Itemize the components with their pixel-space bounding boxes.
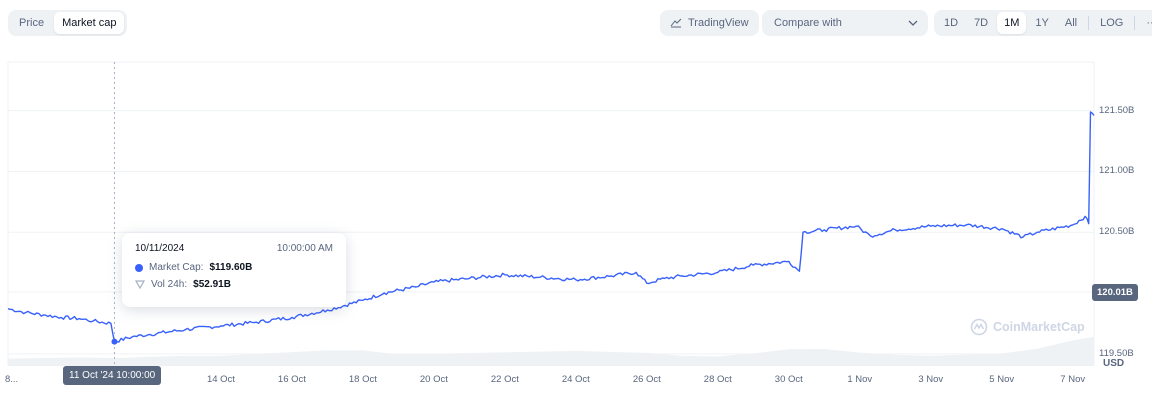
- tooltip-date: 10/11/2024: [135, 243, 185, 254]
- watermark-text: CoinMarketCap: [993, 320, 1085, 334]
- compare-with-label: Compare with: [774, 17, 842, 29]
- tradingview-button[interactable]: TradingView: [660, 10, 759, 36]
- tooltip-market-cap-label: Market Cap:: [149, 262, 204, 273]
- market-cap-line: [7, 111, 1095, 343]
- more-options-button[interactable]: ···: [1146, 17, 1152, 29]
- compare-with-dropdown[interactable]: Compare with: [762, 10, 928, 36]
- y-tick-label: 120.50B: [1099, 226, 1135, 238]
- divider: [1088, 16, 1090, 30]
- chevron-down-icon: [908, 20, 918, 26]
- x-tick-label: 26 Oct: [632, 374, 661, 385]
- x-tick-label: 1 Nov: [847, 374, 873, 385]
- price-tab[interactable]: Price: [19, 17, 45, 29]
- divider: [1134, 16, 1136, 30]
- y-tick-label: 119.50B: [1099, 347, 1134, 359]
- x-tick-label: 5 Nov: [989, 374, 1015, 385]
- volume-icon: [135, 280, 145, 289]
- x-tick-label: 3 Nov: [918, 374, 944, 385]
- hover-point-marker: [111, 338, 118, 345]
- time-range-toggle: 1D 7D 1M 1Y All LOG ···: [934, 10, 1152, 36]
- x-tick-label: 28 Oct: [703, 374, 732, 385]
- chart-type-toggle: Price Market cap: [8, 10, 128, 36]
- tooltip-vol-value: $52.91B: [193, 279, 231, 290]
- x-tick-label: 22 Oct: [490, 374, 519, 385]
- currency-label: USD: [1103, 358, 1125, 369]
- x-tick-label: 16 Oct: [277, 374, 306, 385]
- coinmarketcap-logo-icon: [970, 318, 988, 336]
- tooltip-market-cap-value: $119.60B: [209, 262, 253, 273]
- x-tick-label: 20 Oct: [419, 374, 448, 385]
- watermark: CoinMarketCap: [970, 318, 1085, 336]
- crosshair-date-label: 11 Oct '24 10:00:00: [63, 366, 162, 385]
- tooltip-time: 10:00:00 AM: [276, 243, 333, 254]
- volume-area: [8, 336, 1094, 366]
- x-tick-label: 14 Oct: [206, 374, 235, 385]
- range-1d-tab[interactable]: 1D: [944, 17, 959, 29]
- x-tick-label: 7 Nov: [1060, 374, 1086, 385]
- y-tick-label: 121.50B: [1099, 104, 1135, 116]
- market-cap-dot-icon: [135, 263, 143, 272]
- data-tooltip: 10/11/2024 10:00:00 AM Market Cap: $119.…: [122, 233, 346, 307]
- x-tick-label: 24 Oct: [561, 374, 590, 385]
- x-tick-label: 8...: [4, 374, 19, 385]
- range-7d-tab[interactable]: 7D: [974, 17, 989, 29]
- range-all-tab[interactable]: All: [1064, 17, 1078, 29]
- x-tick-label: 30 Oct: [774, 374, 803, 385]
- current-price-tag: 120.01B: [1092, 283, 1138, 301]
- tooltip-vol-label: Vol 24h:: [151, 279, 188, 290]
- market-cap-chart[interactable]: [0, 56, 1152, 401]
- log-scale-toggle[interactable]: LOG: [1100, 17, 1124, 29]
- range-1y-tab[interactable]: 1Y: [1035, 17, 1049, 29]
- x-tick-label: 18 Oct: [348, 374, 377, 385]
- range-1m-tab[interactable]: 1M: [997, 12, 1027, 34]
- market-cap-tab[interactable]: Market cap: [54, 12, 125, 34]
- tradingview-label: TradingView: [688, 17, 749, 29]
- chart-line-icon: [670, 18, 682, 28]
- y-tick-label: 121.00B: [1099, 165, 1135, 177]
